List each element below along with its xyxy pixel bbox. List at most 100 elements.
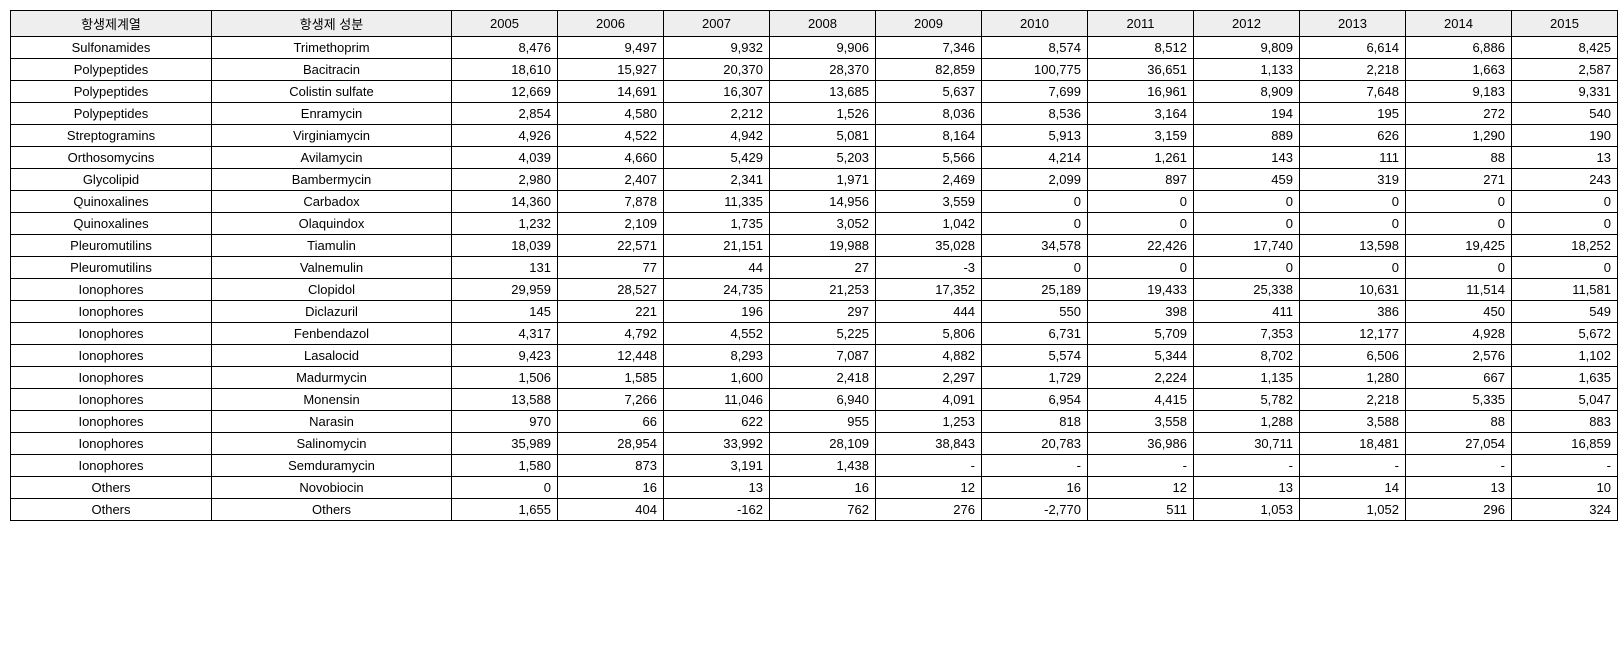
table-row: PolypeptidesBacitracin18,61015,92720,370… xyxy=(11,59,1618,81)
value-cell: 1,635 xyxy=(1512,367,1618,389)
value-cell: 21,151 xyxy=(664,235,770,257)
value-cell: 0 xyxy=(1194,213,1300,235)
value-cell: 1,663 xyxy=(1406,59,1512,81)
value-cell: 272 xyxy=(1406,103,1512,125)
category-cell: Salinomycin xyxy=(212,433,452,455)
value-cell: 3,164 xyxy=(1088,103,1194,125)
value-cell: - xyxy=(1406,455,1512,477)
category-cell: Others xyxy=(11,499,212,521)
header-cell: 2008 xyxy=(770,11,876,37)
value-cell: 13 xyxy=(664,477,770,499)
value-cell: 2,980 xyxy=(452,169,558,191)
value-cell: 8,574 xyxy=(982,37,1088,59)
category-cell: Monensin xyxy=(212,389,452,411)
category-cell: Novobiocin xyxy=(212,477,452,499)
value-cell: 22,571 xyxy=(558,235,664,257)
value-cell: 1,290 xyxy=(1406,125,1512,147)
value-cell: 5,225 xyxy=(770,323,876,345)
value-cell: 0 xyxy=(982,257,1088,279)
value-cell: 3,558 xyxy=(1088,411,1194,433)
category-cell: Trimethoprim xyxy=(212,37,452,59)
value-cell: 1,585 xyxy=(558,367,664,389)
header-cell: 2014 xyxy=(1406,11,1512,37)
value-cell: 2,587 xyxy=(1512,59,1618,81)
value-cell: 1,655 xyxy=(452,499,558,521)
value-cell: 1,232 xyxy=(452,213,558,235)
value-cell: 0 xyxy=(1300,191,1406,213)
category-cell: Carbadox xyxy=(212,191,452,213)
value-cell: 131 xyxy=(452,257,558,279)
table-row: OthersNovobiocin016131612161213141310 xyxy=(11,477,1618,499)
category-cell: Ionophores xyxy=(11,411,212,433)
value-cell: 35,028 xyxy=(876,235,982,257)
header-cell: 2012 xyxy=(1194,11,1300,37)
value-cell: 6,506 xyxy=(1300,345,1406,367)
value-cell: 20,783 xyxy=(982,433,1088,455)
value-cell: 6,731 xyxy=(982,323,1088,345)
value-cell: 18,481 xyxy=(1300,433,1406,455)
value-cell: 4,942 xyxy=(664,125,770,147)
category-cell: Sulfonamides xyxy=(11,37,212,59)
value-cell: 398 xyxy=(1088,301,1194,323)
value-cell: 19,433 xyxy=(1088,279,1194,301)
value-cell: 143 xyxy=(1194,147,1300,169)
value-cell: 30,711 xyxy=(1194,433,1300,455)
value-cell: 17,740 xyxy=(1194,235,1300,257)
value-cell: 10,631 xyxy=(1300,279,1406,301)
value-cell: 324 xyxy=(1512,499,1618,521)
value-cell: 276 xyxy=(876,499,982,521)
value-cell: 459 xyxy=(1194,169,1300,191)
value-cell: 3,588 xyxy=(1300,411,1406,433)
value-cell: 8,476 xyxy=(452,37,558,59)
value-cell: 195 xyxy=(1300,103,1406,125)
value-cell: 88 xyxy=(1406,411,1512,433)
value-cell: 243 xyxy=(1512,169,1618,191)
value-cell: -162 xyxy=(664,499,770,521)
value-cell: 145 xyxy=(452,301,558,323)
value-cell: 2,407 xyxy=(558,169,664,191)
value-cell: 14,956 xyxy=(770,191,876,213)
value-cell: 16,307 xyxy=(664,81,770,103)
value-cell: 12,448 xyxy=(558,345,664,367)
header-cell: 2009 xyxy=(876,11,982,37)
value-cell: - xyxy=(1194,455,1300,477)
category-cell: Semduramycin xyxy=(212,455,452,477)
value-cell: 29,959 xyxy=(452,279,558,301)
category-cell: Ionophores xyxy=(11,455,212,477)
table-row: IonophoresSemduramycin1,5808733,1911,438… xyxy=(11,455,1618,477)
header-cell: 2013 xyxy=(1300,11,1406,37)
category-cell: Clopidol xyxy=(212,279,452,301)
category-cell: Tiamulin xyxy=(212,235,452,257)
value-cell: 1,133 xyxy=(1194,59,1300,81)
value-cell: 5,806 xyxy=(876,323,982,345)
value-cell: 19,988 xyxy=(770,235,876,257)
value-cell: 411 xyxy=(1194,301,1300,323)
value-cell: 2,218 xyxy=(1300,389,1406,411)
value-cell: 8,536 xyxy=(982,103,1088,125)
value-cell: 4,926 xyxy=(452,125,558,147)
value-cell: 7,087 xyxy=(770,345,876,367)
value-cell: 9,932 xyxy=(664,37,770,59)
value-cell: 0 xyxy=(1512,191,1618,213)
category-cell: Quinoxalines xyxy=(11,213,212,235)
value-cell: 667 xyxy=(1406,367,1512,389)
value-cell: 2,341 xyxy=(664,169,770,191)
value-cell: 1,438 xyxy=(770,455,876,477)
value-cell: 16 xyxy=(770,477,876,499)
value-cell: 9,906 xyxy=(770,37,876,59)
header-cell: 2007 xyxy=(664,11,770,37)
table-row: PleuromutilinsValnemulin131774427-300000… xyxy=(11,257,1618,279)
value-cell: 13,685 xyxy=(770,81,876,103)
category-cell: Bacitracin xyxy=(212,59,452,81)
value-cell: 13 xyxy=(1512,147,1618,169)
value-cell: 12 xyxy=(876,477,982,499)
category-cell: Virginiamycin xyxy=(212,125,452,147)
category-cell: Pleuromutilins xyxy=(11,257,212,279)
value-cell: 16,859 xyxy=(1512,433,1618,455)
value-cell: - xyxy=(1512,455,1618,477)
value-cell: 15,927 xyxy=(558,59,664,81)
value-cell: 5,203 xyxy=(770,147,876,169)
value-cell: - xyxy=(982,455,1088,477)
value-cell: 4,091 xyxy=(876,389,982,411)
header-cell: 2010 xyxy=(982,11,1088,37)
